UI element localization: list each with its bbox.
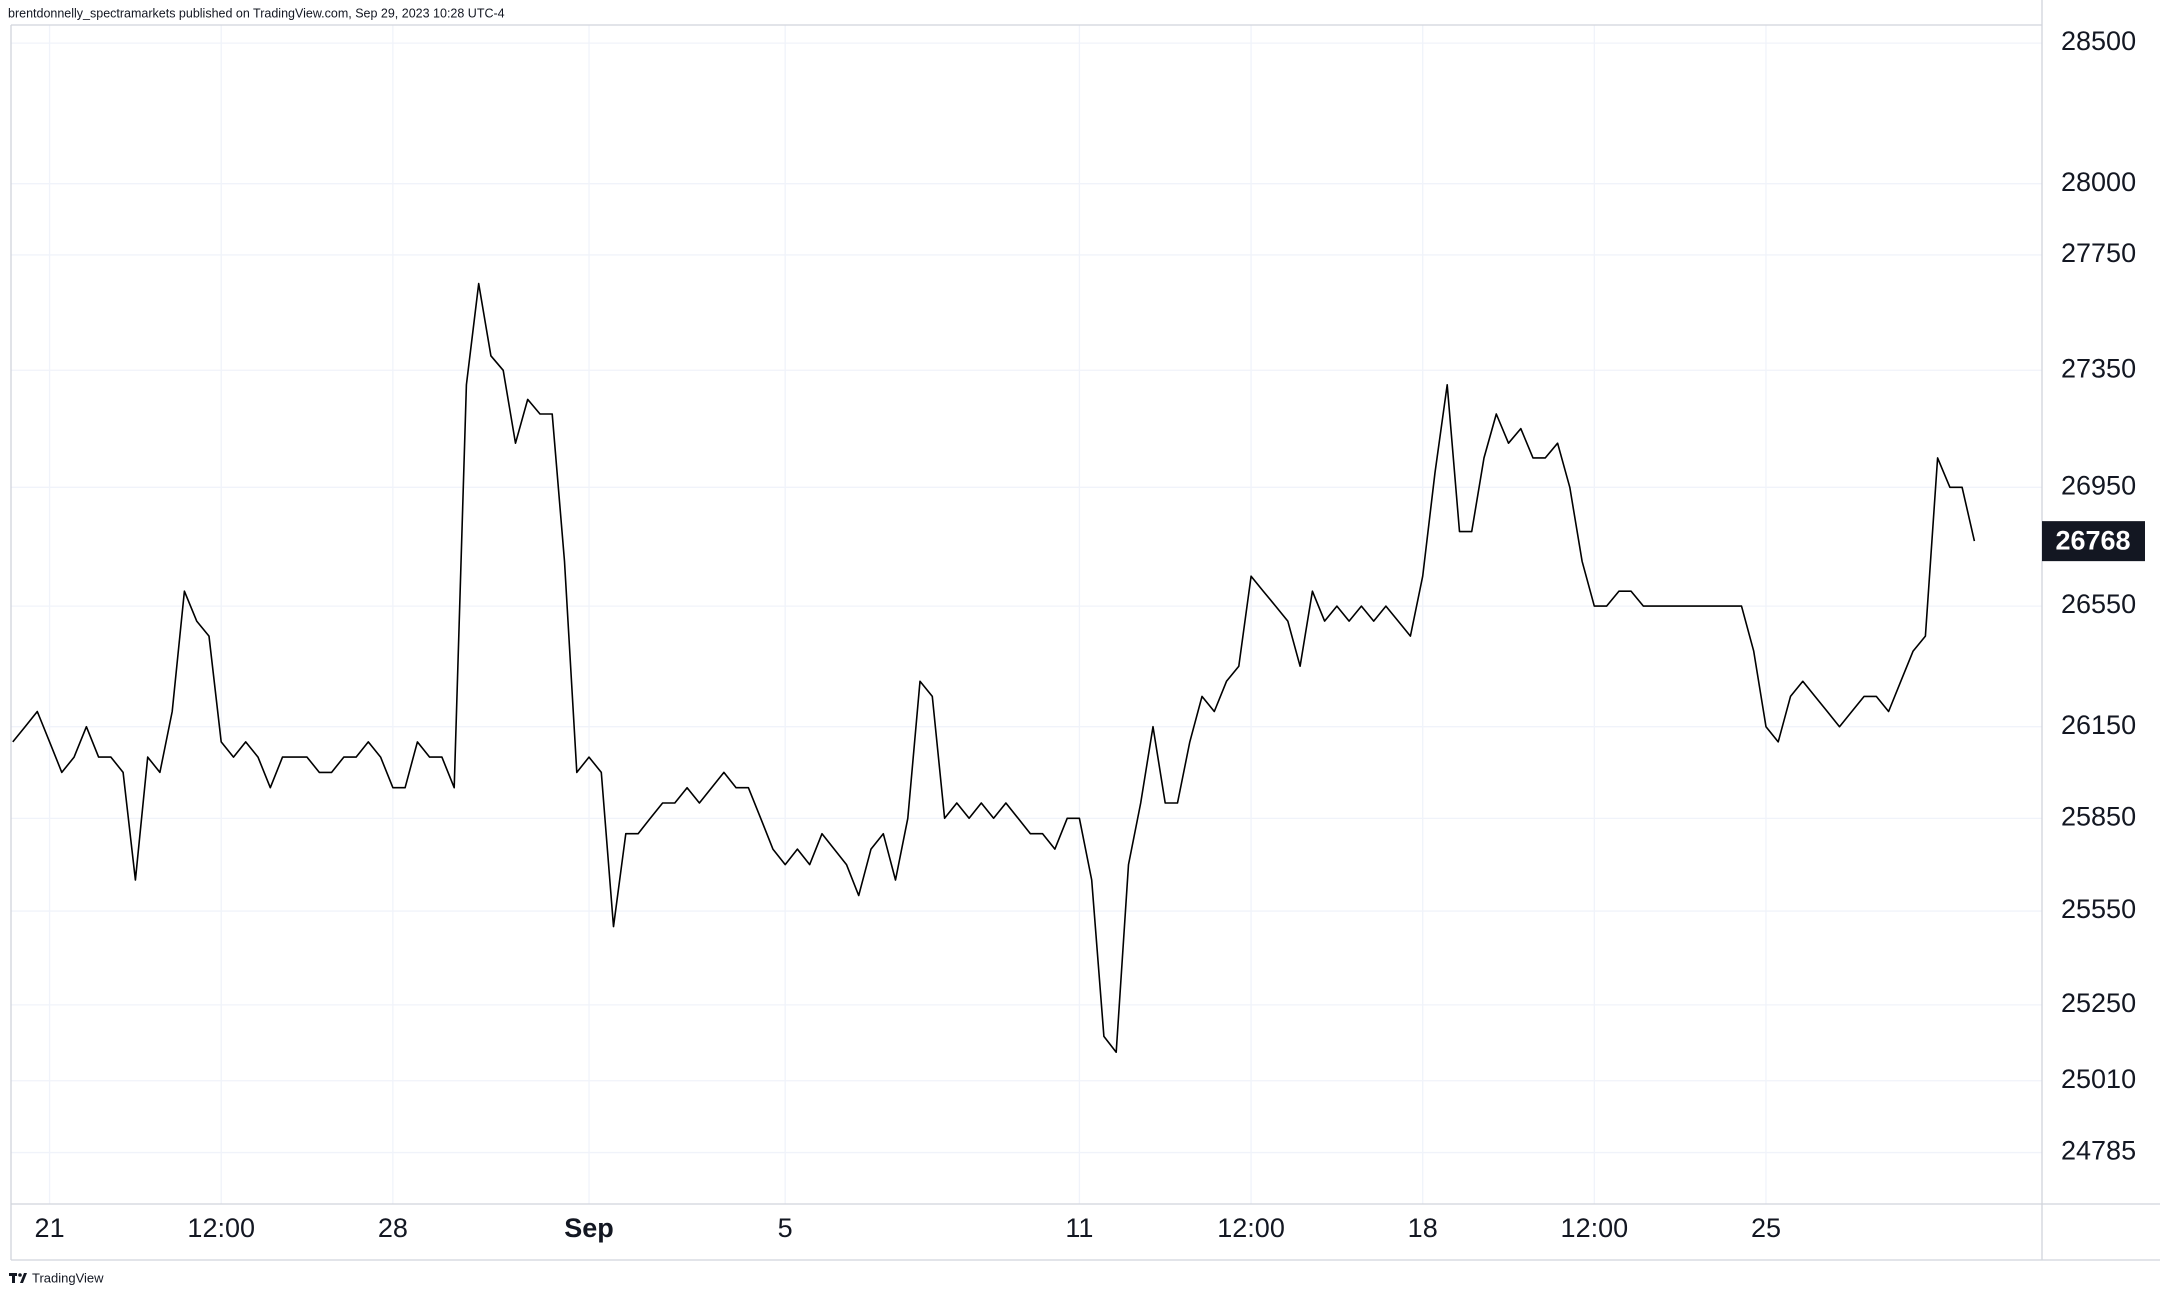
x-tick-label: 25	[1751, 1213, 1781, 1243]
y-tick-label: 28500	[2061, 26, 2136, 56]
y-tick-label: 24785	[2061, 1136, 2136, 1166]
grid	[11, 25, 2042, 1204]
x-tick-label: 11	[1065, 1213, 1093, 1243]
y-tick-label: 25850	[2061, 801, 2136, 831]
last-price-badge	[2042, 521, 2145, 562]
y-tick-label: 25010	[2061, 1064, 2136, 1094]
y-tick-label: 25250	[2061, 988, 2136, 1018]
last-price-label: 26768	[2055, 525, 2130, 555]
price-line	[12, 282, 1976, 1053]
publisher-note: brentdonnelly_spectramarkets published o…	[8, 6, 505, 20]
x-tick-label: 12:00	[187, 1213, 255, 1243]
tradingview-logo	[9, 1273, 27, 1283]
x-tick-label: Sep	[564, 1213, 614, 1243]
y-tick-label: 25550	[2061, 894, 2136, 924]
x-tick-label: 21	[35, 1213, 65, 1243]
y-tick-label: 27750	[2061, 238, 2136, 268]
x-tick-label: 12:00	[1217, 1213, 1285, 1243]
x-tick-label: 18	[1408, 1213, 1438, 1243]
y-tick-label: 26950	[2061, 470, 2136, 500]
y-tick-label: 28000	[2061, 167, 2136, 197]
x-tick-label: 12:00	[1561, 1213, 1629, 1243]
y-tick-label: 26150	[2061, 710, 2136, 740]
x-tick-label: 5	[778, 1213, 793, 1243]
x-tick-label: 28	[378, 1213, 408, 1243]
footer-brand: TradingView	[32, 1270, 104, 1285]
y-tick-label: 26550	[2061, 589, 2136, 619]
y-tick-label: 27350	[2061, 353, 2136, 383]
